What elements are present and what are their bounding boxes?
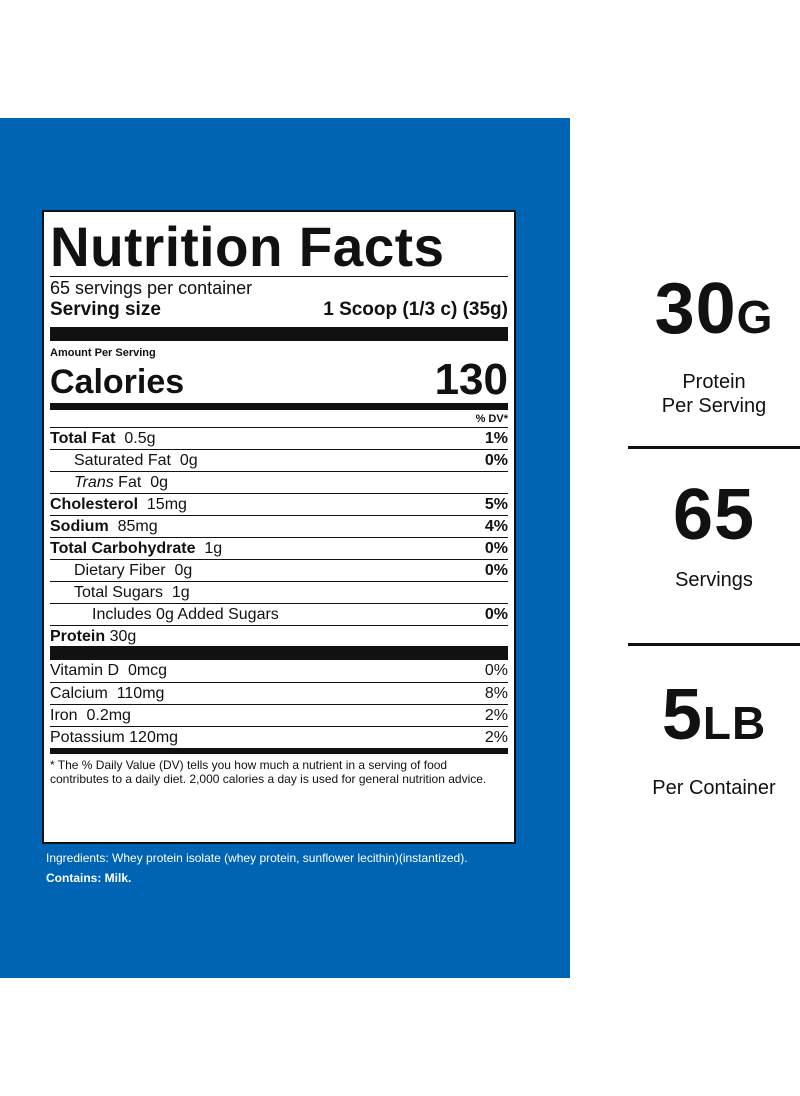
calories-value: 130 — [434, 355, 508, 404]
stat-servings-caption: Servings — [675, 569, 753, 591]
nutrition-facts-label: Nutrition Facts 65 servings per containe… — [42, 210, 516, 844]
nutrient-row-cholesterol: Cholesterol 15mg 5% — [50, 493, 508, 515]
calories-label: Calories — [50, 363, 185, 401]
nutrient-row-total-carbohydrate: Total Carbohydrate 1g 0% — [50, 537, 508, 559]
serving-size-value: 1 Scoop (1/3 c) (35g) — [323, 299, 508, 320]
ingredients-block: Ingredients: Whey protein isolate (whey … — [46, 850, 566, 886]
stat-protein: 30G Protein Per Serving — [628, 272, 800, 418]
dv-header: % DV* — [475, 413, 508, 425]
vitamin-row-vitamin-d: Vitamin D 0mcg 0% — [50, 662, 508, 679]
dv-footnote: * The % Daily Value (DV) tells you how m… — [50, 758, 487, 786]
serving-size-label: Serving size — [50, 299, 161, 320]
nutrient-row-trans-fat: Trans Fat 0g — [50, 471, 508, 493]
servings-per-container: 65 servings per container — [50, 278, 253, 298]
contains-allergens: Contains: Milk. — [46, 871, 132, 885]
nutrient-row-sodium: Sodium 85mg 4% — [50, 515, 508, 537]
stat-protein-caption-2: Per Serving — [661, 395, 767, 417]
stat-divider-1 — [628, 446, 800, 449]
ingredients-text: Ingredients: Whey protein isolate (whey … — [46, 851, 468, 865]
vitamin-row-iron: Iron 0.2mg 2% — [50, 704, 508, 726]
stat-servings: 65 Servings — [628, 478, 800, 592]
stat-protein-value: 30 — [654, 269, 737, 349]
nutrient-row-total-fat: Total Fat 0.5g 1% — [50, 427, 508, 449]
nutrition-facts-title: Nutrition Facts — [50, 215, 445, 278]
calories-row: Calories 130 — [50, 355, 508, 404]
stat-container: 5LB Per Container — [628, 678, 800, 800]
nutrient-row-total-sugars: Total Sugars 1g — [50, 581, 508, 603]
vitamin-row-potassium: Potassium 120mg 2% — [50, 726, 508, 748]
stat-servings-value: 65 — [672, 475, 756, 555]
nutrient-row-added-sugars: Includes 0g Added Sugars 0% — [50, 603, 508, 625]
nutrient-row-saturated-fat: Saturated Fat 0g 0% — [50, 449, 508, 471]
stat-container-unit: LB — [702, 697, 767, 749]
stat-protein-caption-1: Protein — [682, 371, 746, 393]
nutrient-row-protein: Protein 30g — [50, 625, 508, 647]
stat-container-value: 5 — [661, 675, 703, 755]
stat-container-caption: Per Container — [652, 777, 776, 799]
stat-protein-unit: G — [736, 291, 774, 343]
stat-divider-2 — [628, 643, 800, 646]
nutrient-row-dietary-fiber: Dietary Fiber 0g 0% — [50, 559, 508, 581]
vitamin-row-calcium: Calcium 110mg 8% — [50, 682, 508, 704]
serving-size: Serving size 1 Scoop (1/3 c) (35g) — [50, 299, 508, 327]
amount-per-serving: Amount Per Serving — [50, 347, 156, 359]
